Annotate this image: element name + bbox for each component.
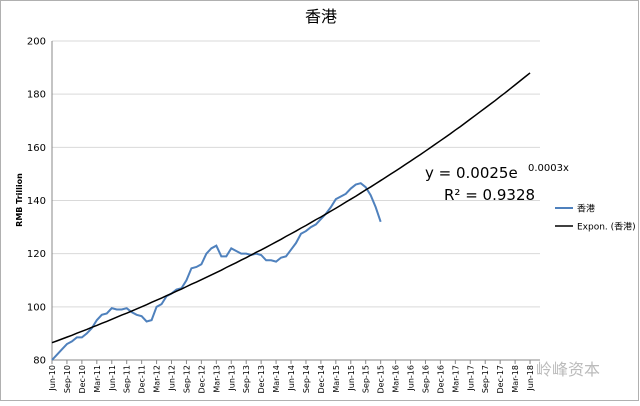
x-tick-label: Dec-13 xyxy=(257,365,266,394)
x-tick-label: Jun-13 xyxy=(227,365,236,392)
x-tick-label: Jun-12 xyxy=(168,365,177,392)
x-tick-label: Mar-16 xyxy=(392,365,401,393)
legend-label: 香港 xyxy=(577,203,595,215)
legend-label: Expon. (香港) xyxy=(577,221,636,233)
x-tick-label: Jun-14 xyxy=(287,365,296,392)
x-tick-label: Dec-10 xyxy=(78,365,87,394)
x-tick-label: Jun-17 xyxy=(466,365,475,392)
x-tick-label: Sep-14 xyxy=(302,365,311,393)
series-line xyxy=(51,72,531,344)
y-tick-label: 180 xyxy=(27,90,46,101)
watermark: 岭峰资本 xyxy=(536,360,600,379)
x-tick-label: Sep-17 xyxy=(481,365,490,393)
x-tick-label: Dec-15 xyxy=(377,365,386,394)
x-tick-label: Dec-16 xyxy=(436,365,445,394)
x-tick-label: Sep-16 xyxy=(421,365,430,393)
x-tick-label: Sep-13 xyxy=(242,365,251,393)
y-tick-label: 100 xyxy=(27,302,46,313)
x-tick-label: Mar-11 xyxy=(93,365,102,393)
y-tick-label: 120 xyxy=(27,249,46,260)
x-tick-label: Sep-15 xyxy=(362,365,371,393)
x-tick-label: Dec-12 xyxy=(197,365,206,394)
x-tick-label: Mar-18 xyxy=(511,365,520,393)
y-tick-label: 140 xyxy=(27,196,46,207)
x-tick-label: Mar-17 xyxy=(451,365,460,393)
x-tick-label: Sep-12 xyxy=(182,365,191,393)
x-tick-label: Jun-11 xyxy=(108,365,117,392)
equation: y = 0.0025e xyxy=(425,164,518,182)
x-tick-label: Dec-17 xyxy=(496,365,505,394)
y-axis-label: RMB Trillion xyxy=(15,173,24,227)
x-tick-label: Mar-12 xyxy=(153,365,162,393)
x-tick-label: Jun-10 xyxy=(48,365,57,392)
x-tick-label: Jun-16 xyxy=(407,365,416,392)
y-tick-label: 80 xyxy=(33,356,46,367)
y-tick-label: 160 xyxy=(27,143,46,154)
x-tick-label: Jun-15 xyxy=(347,365,356,392)
x-tick-label: Sep-11 xyxy=(123,365,132,393)
x-tick-label: Mar-15 xyxy=(332,365,341,393)
x-tick-label: Jun-18 xyxy=(526,365,535,392)
x-tick-label: Sep-10 xyxy=(63,365,72,393)
chart-title: 香港 xyxy=(305,7,337,26)
equation-exponent: 0.0003x xyxy=(528,163,569,174)
y-tick-label: 200 xyxy=(27,37,46,48)
x-tick-label: Dec-11 xyxy=(138,365,147,394)
x-tick-label: Mar-13 xyxy=(212,365,221,393)
r-squared: R² = 0.9328 xyxy=(444,186,535,204)
x-tick-label: Mar-14 xyxy=(272,365,281,393)
x-tick-label: Dec-14 xyxy=(317,365,326,394)
